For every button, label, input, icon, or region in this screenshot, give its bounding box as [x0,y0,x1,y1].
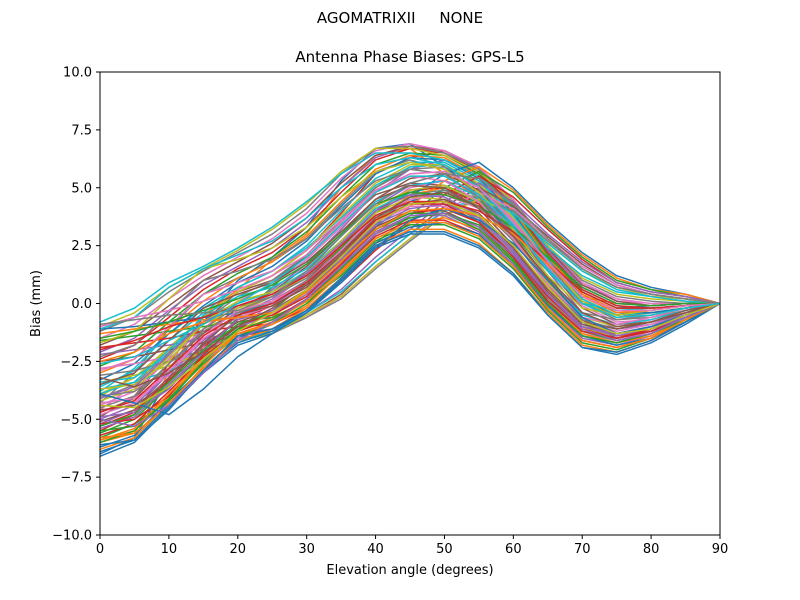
series-line [100,191,720,388]
x-tick-label: 40 [367,542,384,557]
y-tick-label: 10.0 [63,66,92,81]
series-line [100,191,720,339]
x-tick-label: 0 [96,542,104,557]
y-tick-label: 2.5 [71,239,92,254]
y-tick-label: 5.0 [71,181,92,196]
series-line [100,152,720,323]
figure-suptitle: AGOMATRIXII NONE [316,9,484,27]
x-tick-label: 20 [230,542,247,557]
y-tick-label: −10.0 [52,529,92,544]
y-tick-label: −7.5 [60,471,92,486]
x-axis: 0 10 20 30 40 50 60 70 80 90 [96,535,728,557]
y-tick-label: 0.0 [71,297,92,312]
series-line [100,175,720,365]
y-axis: −10.0 −7.5 −5.0 −2.5 0.0 2.5 5.0 7.5 10.0 [52,66,100,544]
series-line [100,168,720,358]
series-line [100,145,720,332]
series-line [100,224,720,444]
y-tick-label: −2.5 [60,355,92,370]
series-line [100,212,720,427]
series-line [100,200,720,409]
series-line [100,230,720,453]
x-tick-label: 50 [436,542,453,557]
series-line [100,212,720,427]
x-tick-label: 70 [574,542,591,557]
series-line [100,200,720,351]
series-line [100,170,720,328]
series-line [100,173,720,326]
x-tick-label: 90 [712,542,729,557]
x-tick-label: 30 [298,542,315,557]
y-tick-label: −5.0 [60,413,92,428]
x-tick-label: 60 [505,542,522,557]
series-layer [100,143,720,457]
x-tick-label: 80 [643,542,660,557]
y-axis-label: Bias (mm) [29,270,44,337]
chart-title: Antenna Phase Biases: GPS-L5 [295,48,525,66]
x-axis-label: Elevation angle (degrees) [326,563,493,578]
y-tick-label: 7.5 [71,123,92,138]
series-line [100,207,720,363]
series-line [100,184,720,386]
series-line [100,143,720,339]
x-tick-label: 10 [161,542,178,557]
